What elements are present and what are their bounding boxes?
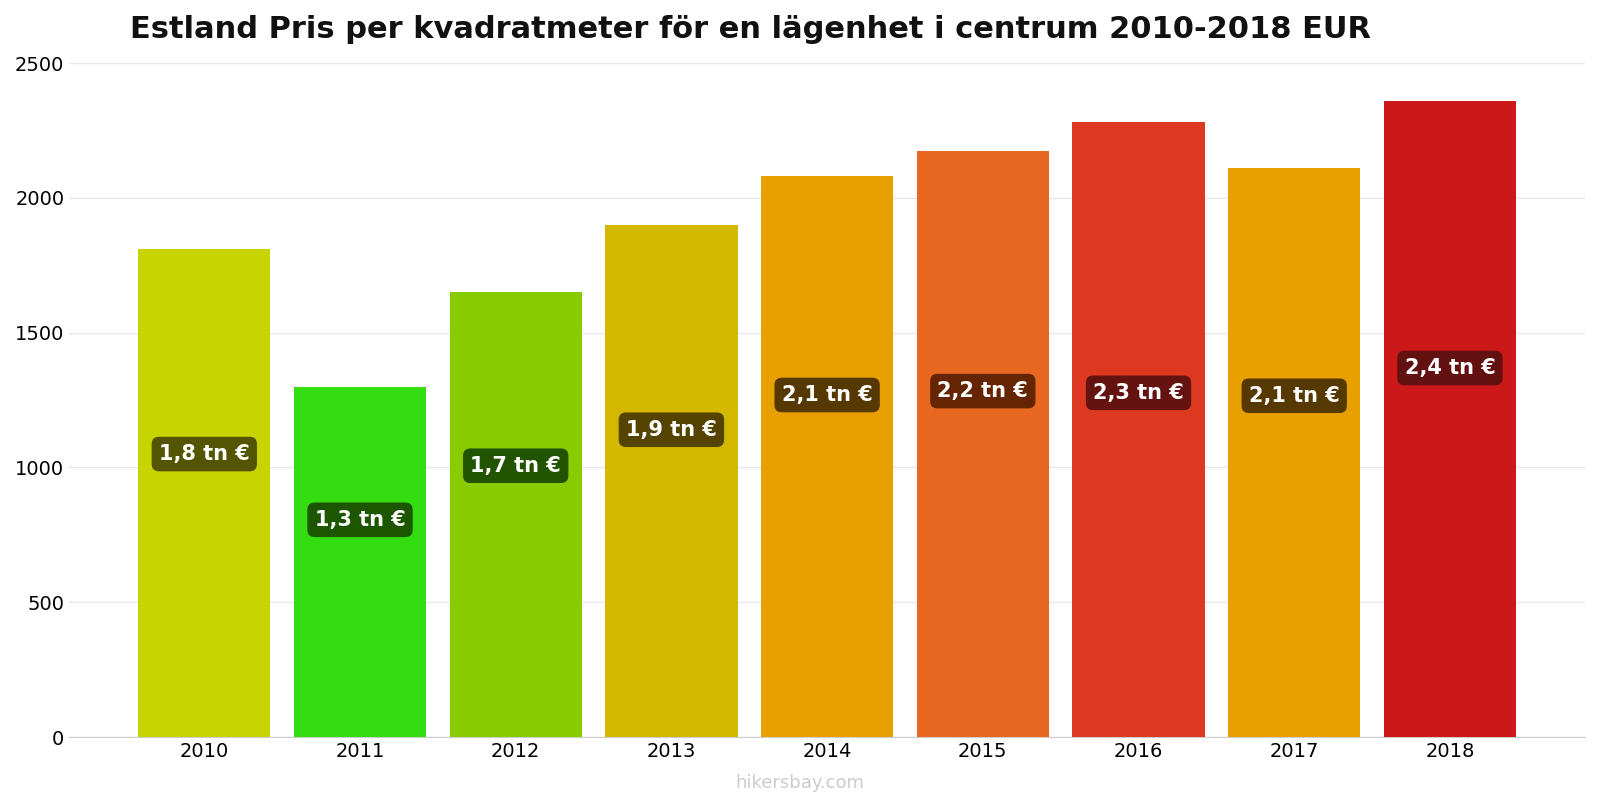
Text: 1,3 tn €: 1,3 tn €: [315, 510, 405, 530]
Bar: [1384, 101, 1517, 737]
Bar: [605, 225, 738, 737]
Bar: [1072, 122, 1205, 737]
Text: 2,2 tn €: 2,2 tn €: [938, 381, 1029, 401]
Text: Estland Pris per kvadratmeter för en lägenhet i centrum 2010-2018 EUR: Estland Pris per kvadratmeter för en läg…: [130, 15, 1371, 44]
Bar: [762, 176, 893, 737]
Text: 2,4 tn €: 2,4 tn €: [1405, 358, 1496, 378]
Text: 1,9 tn €: 1,9 tn €: [626, 420, 717, 440]
Text: 1,8 tn €: 1,8 tn €: [158, 444, 250, 464]
Text: hikersbay.com: hikersbay.com: [736, 774, 864, 792]
Text: 2,3 tn €: 2,3 tn €: [1093, 383, 1184, 403]
Text: 1,7 tn €: 1,7 tn €: [470, 456, 562, 476]
Bar: [138, 249, 270, 737]
Bar: [917, 150, 1050, 737]
Bar: [1229, 168, 1360, 737]
Bar: [294, 386, 426, 737]
Bar: [450, 292, 582, 737]
Text: 2,1 tn €: 2,1 tn €: [782, 385, 872, 405]
Text: 2,1 tn €: 2,1 tn €: [1250, 386, 1339, 406]
